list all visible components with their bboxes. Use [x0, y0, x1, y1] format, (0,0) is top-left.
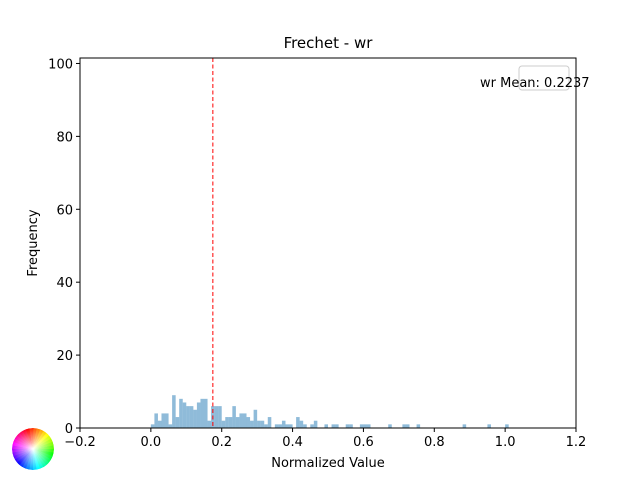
- histogram-bar: [182, 402, 187, 428]
- histogram-bar: [239, 413, 243, 428]
- histogram-bar: [186, 406, 190, 428]
- histogram-bar: [214, 406, 219, 428]
- x-tick-label: 1.2: [566, 435, 587, 450]
- histogram-bar: [299, 420, 304, 428]
- histogram-bar: [218, 406, 222, 428]
- histogram-bar: [207, 420, 212, 428]
- y-axis-ticks: 0 20 40 60 80 100: [48, 57, 80, 437]
- histogram-bar: [189, 406, 194, 428]
- histogram-bar: [246, 417, 251, 428]
- x-axis-ticks: −0.2 0.0 0.2 0.4 0.6 0.8 1.0 1.2: [64, 428, 586, 450]
- x-tick-label: 0.8: [424, 435, 445, 450]
- y-tick-label: 60: [56, 203, 73, 218]
- legend-box: [518, 65, 570, 91]
- histogram-bar: [168, 424, 173, 428]
- histogram-bar: [221, 420, 226, 428]
- chart-title: Frechet - wr: [284, 34, 374, 52]
- histogram-bar: [331, 424, 336, 428]
- histogram-bar: [313, 420, 318, 428]
- histogram-bar: [165, 413, 169, 428]
- histogram-bar: [296, 417, 300, 428]
- histogram-bar: [278, 424, 282, 428]
- y-tick-label: 80: [56, 130, 73, 145]
- histogram-bar: [257, 420, 261, 428]
- histogram-bar: [232, 406, 236, 428]
- histogram-bar: [402, 424, 406, 428]
- y-tick-label: 100: [48, 57, 73, 72]
- x-tick-label: 1.0: [495, 435, 516, 450]
- y-axis-label: Frequency: [26, 209, 41, 276]
- histogram-bar: [349, 424, 353, 428]
- histogram-bar: [253, 409, 258, 428]
- x-tick-label: 0.2: [211, 435, 232, 450]
- histogram-bar: [303, 424, 307, 428]
- histogram-bar: [487, 424, 491, 428]
- histogram-bar: [228, 417, 233, 428]
- histogram-bar: [462, 424, 467, 428]
- histogram-bar: [175, 417, 180, 428]
- y-tick-label: 20: [56, 349, 73, 364]
- histogram-bar: [335, 424, 339, 428]
- histogram-bar: [200, 398, 204, 428]
- y-tick-label: 0: [65, 422, 73, 437]
- histogram-bar: [388, 424, 392, 428]
- histogram-bar: [225, 417, 229, 428]
- histogram-bar: [204, 398, 208, 428]
- histogram-bar: [179, 398, 183, 428]
- histogram-bar: [324, 424, 328, 428]
- x-tick-label: −0.2: [64, 435, 96, 450]
- x-axis-label: Normalized Value: [271, 456, 385, 471]
- plot-frame: [79, 57, 577, 429]
- histogram-bar: [285, 424, 290, 428]
- color-wheel-icon: [12, 428, 54, 470]
- histogram-bar: [250, 420, 254, 428]
- histogram-bar: [161, 413, 166, 428]
- histogram-bar: [150, 424, 155, 428]
- histogram-bar: [172, 395, 176, 428]
- histogram-bar: [416, 424, 421, 428]
- histogram-bar: [274, 424, 279, 428]
- histogram-bar: [505, 424, 509, 428]
- histogram-bar: [264, 424, 268, 428]
- histogram-bar: [260, 420, 265, 428]
- histogram-bar: [242, 413, 247, 428]
- x-tick-label: 0.4: [282, 435, 303, 450]
- histogram-bar: [196, 402, 201, 428]
- x-tick-label: 0.6: [353, 435, 374, 450]
- histogram-bar: [267, 417, 272, 428]
- x-tick-label: 0.0: [141, 435, 162, 450]
- histogram-bar: [363, 424, 367, 428]
- histogram-bar: [366, 424, 371, 428]
- histogram-bars: [150, 395, 509, 428]
- legend: wr Mean: 0.2237: [480, 65, 590, 91]
- histogram-bar: [281, 420, 286, 428]
- histogram-bar: [235, 417, 240, 428]
- histogram-bar: [157, 420, 162, 428]
- histogram-bar: [289, 424, 293, 428]
- histogram-bar: [154, 413, 158, 428]
- histogram-bar: [359, 424, 364, 428]
- histogram-bar: [405, 424, 410, 428]
- histogram-bar: [193, 409, 197, 428]
- histogram-bar: [345, 424, 350, 428]
- y-tick-label: 40: [56, 276, 73, 291]
- histogram-bar: [310, 424, 314, 428]
- legend-label: wr Mean: 0.2237: [480, 76, 590, 91]
